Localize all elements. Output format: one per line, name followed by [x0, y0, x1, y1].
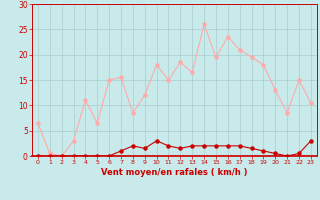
X-axis label: Vent moyen/en rafales ( km/h ): Vent moyen/en rafales ( km/h )	[101, 168, 248, 177]
